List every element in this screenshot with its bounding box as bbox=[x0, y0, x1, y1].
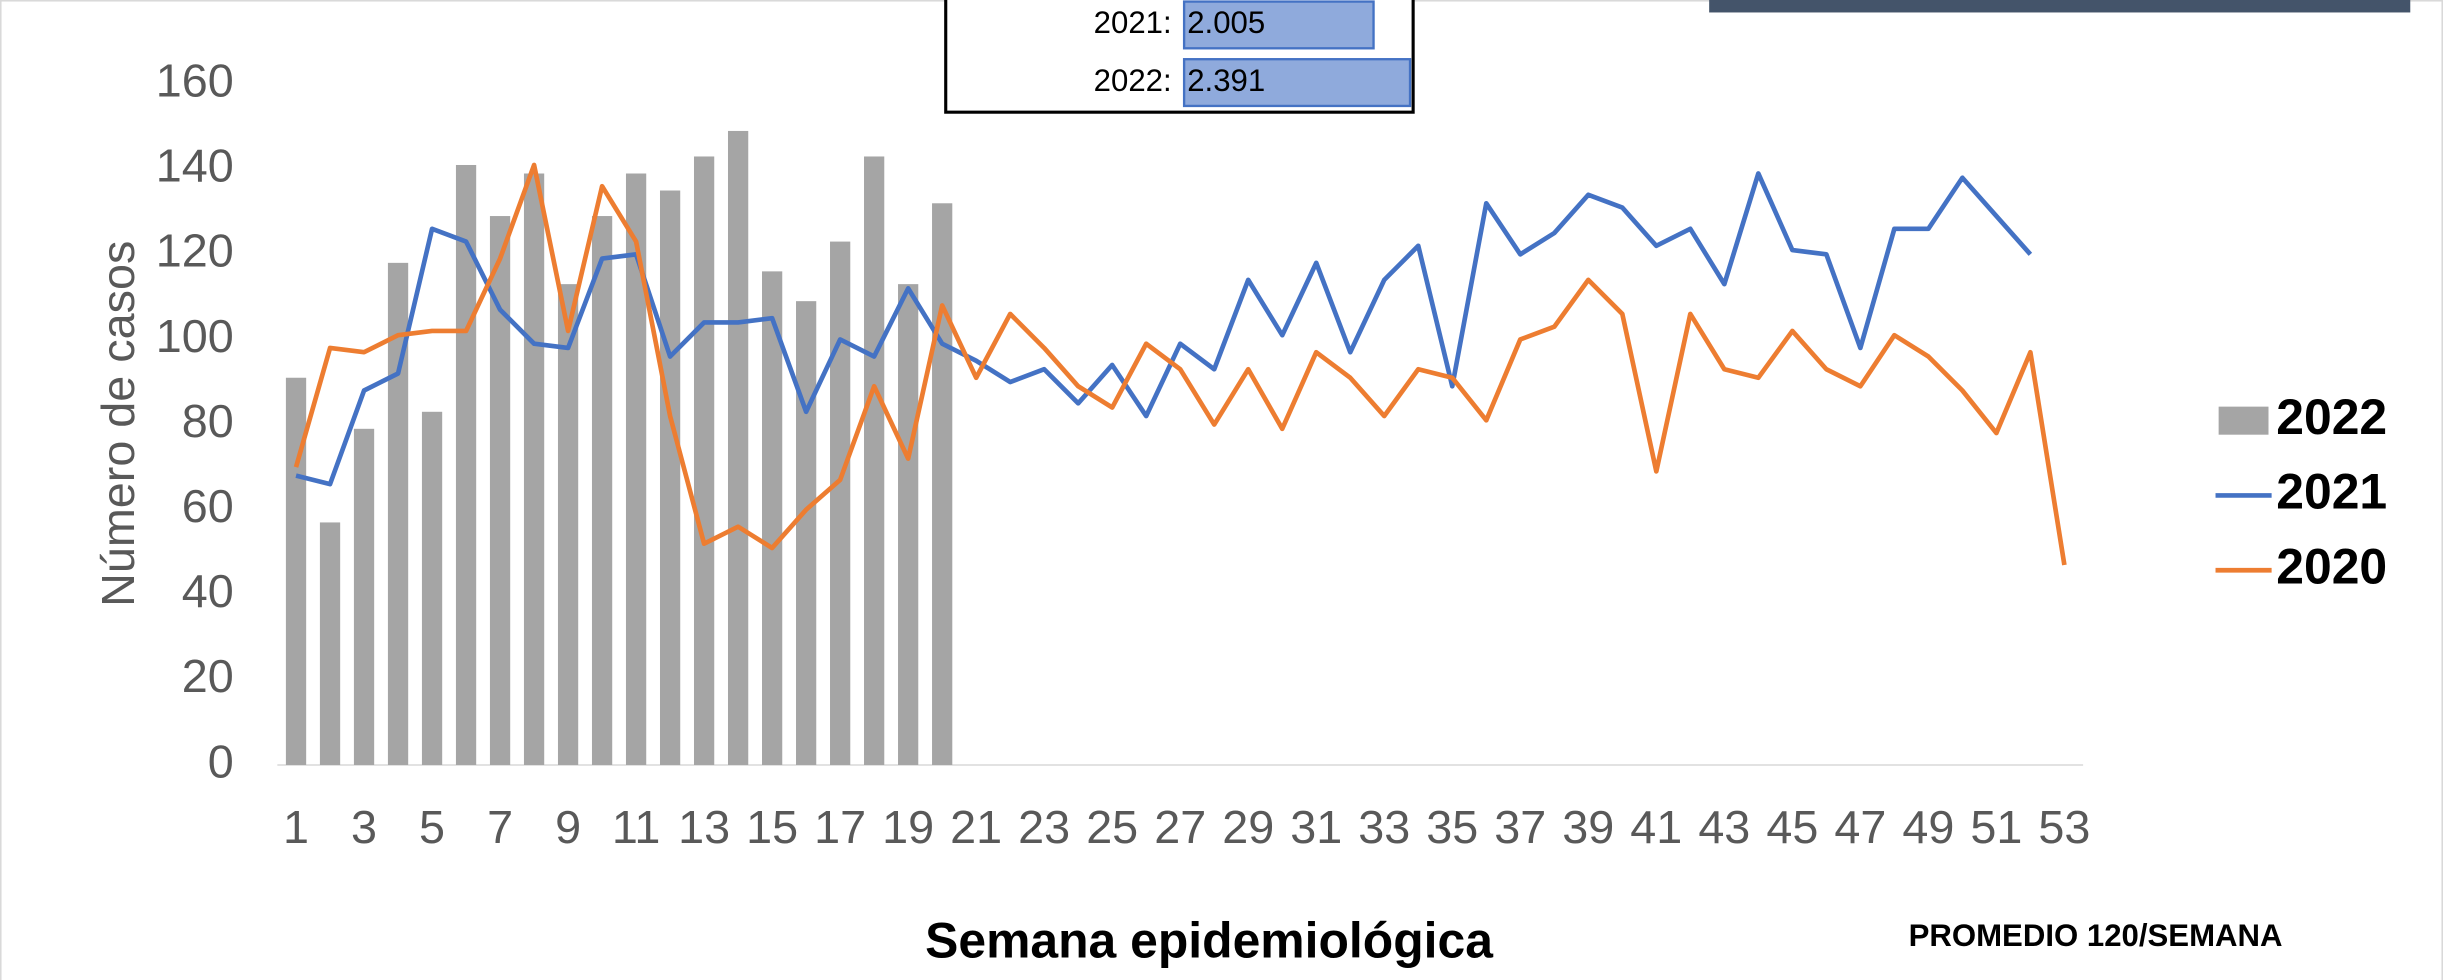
y-tick-label: 100 bbox=[156, 310, 234, 362]
y-tick-label: 160 bbox=[156, 54, 234, 106]
y-tick-label: 20 bbox=[182, 650, 234, 702]
y-tick-label: 80 bbox=[182, 395, 234, 447]
totals-bar bbox=[1182, 58, 1412, 108]
bar bbox=[932, 203, 953, 765]
y-tick-label: 140 bbox=[156, 140, 234, 192]
x-tick-label: 13 bbox=[678, 801, 730, 853]
bar bbox=[693, 156, 715, 765]
x-tick-label: 45 bbox=[1766, 801, 1818, 853]
bar bbox=[387, 262, 409, 765]
x-tick-label: 35 bbox=[1426, 801, 1478, 853]
y-tick-label: 120 bbox=[156, 225, 234, 277]
bar bbox=[898, 284, 919, 765]
line bbox=[295, 171, 2033, 487]
bar bbox=[762, 271, 783, 765]
x-axis-label: Semana epidemiológica bbox=[925, 912, 1494, 968]
x-tick-label: 11 bbox=[612, 801, 661, 853]
x-tick-label: 15 bbox=[746, 801, 798, 853]
x-tick-label: 37 bbox=[1494, 801, 1546, 853]
x-tick-label: 33 bbox=[1358, 801, 1410, 853]
bar bbox=[830, 241, 851, 765]
bar bbox=[421, 411, 443, 765]
legend-label: 2022 bbox=[2276, 389, 2387, 445]
bar bbox=[796, 301, 817, 765]
x-tick-label: 53 bbox=[2038, 801, 2090, 853]
line bbox=[293, 162, 2067, 566]
totals-label: 2021: bbox=[1094, 5, 1172, 40]
bar bbox=[319, 522, 341, 765]
y-tick-label: 0 bbox=[208, 735, 234, 787]
x-tick-label: 39 bbox=[1562, 801, 1614, 853]
totals-value: 2.391 bbox=[1187, 63, 1265, 98]
x-tick-label: 21 bbox=[950, 801, 1002, 853]
bar bbox=[727, 130, 749, 765]
x-tick-label: 41 bbox=[1630, 801, 1682, 853]
bar bbox=[489, 216, 511, 765]
totals-value: 2.005 bbox=[1187, 5, 1265, 40]
x-tick-label: 3 bbox=[351, 801, 377, 853]
x-tick-label: 47 bbox=[1834, 801, 1886, 853]
header-bar bbox=[1709, 0, 2411, 13]
x-tick-label: 31 bbox=[1290, 801, 1342, 853]
x-tick-label: 5 bbox=[419, 801, 445, 853]
bar bbox=[659, 190, 681, 765]
legend-label: 2020 bbox=[2276, 538, 2387, 594]
bar bbox=[557, 284, 579, 765]
bar bbox=[353, 428, 375, 765]
y-tick-label: 40 bbox=[182, 565, 234, 617]
legend-label: 2021 bbox=[2276, 464, 2387, 520]
y-axis-label: Número de casos bbox=[92, 241, 144, 607]
x-tick-label: 29 bbox=[1222, 801, 1274, 853]
x-tick-label: 7 bbox=[487, 801, 513, 853]
x-tick-label: 1 bbox=[283, 801, 309, 853]
annotation: PROMEDIO 120/SEMANA bbox=[1909, 918, 2283, 953]
bar bbox=[523, 173, 545, 765]
bar bbox=[625, 173, 647, 765]
x-tick-label: 51 bbox=[1970, 801, 2022, 853]
x-tick-label: 43 bbox=[1698, 801, 1750, 853]
legend-swatch bbox=[2218, 406, 2269, 435]
x-tick-label: 19 bbox=[882, 801, 934, 853]
x-tick-label: 9 bbox=[555, 801, 581, 853]
totals-label: 2022: bbox=[1094, 63, 1172, 98]
x-tick-label: 17 bbox=[814, 801, 866, 853]
bar bbox=[591, 216, 613, 765]
x-tick-label: 25 bbox=[1086, 801, 1138, 853]
x-tick-label: 23 bbox=[1018, 801, 1070, 853]
x-tick-label: 49 bbox=[1902, 801, 1954, 853]
bar bbox=[864, 156, 885, 765]
y-tick-label: 60 bbox=[182, 480, 234, 532]
totals-bar bbox=[1182, 0, 1375, 50]
x-tick-label: 27 bbox=[1154, 801, 1206, 853]
